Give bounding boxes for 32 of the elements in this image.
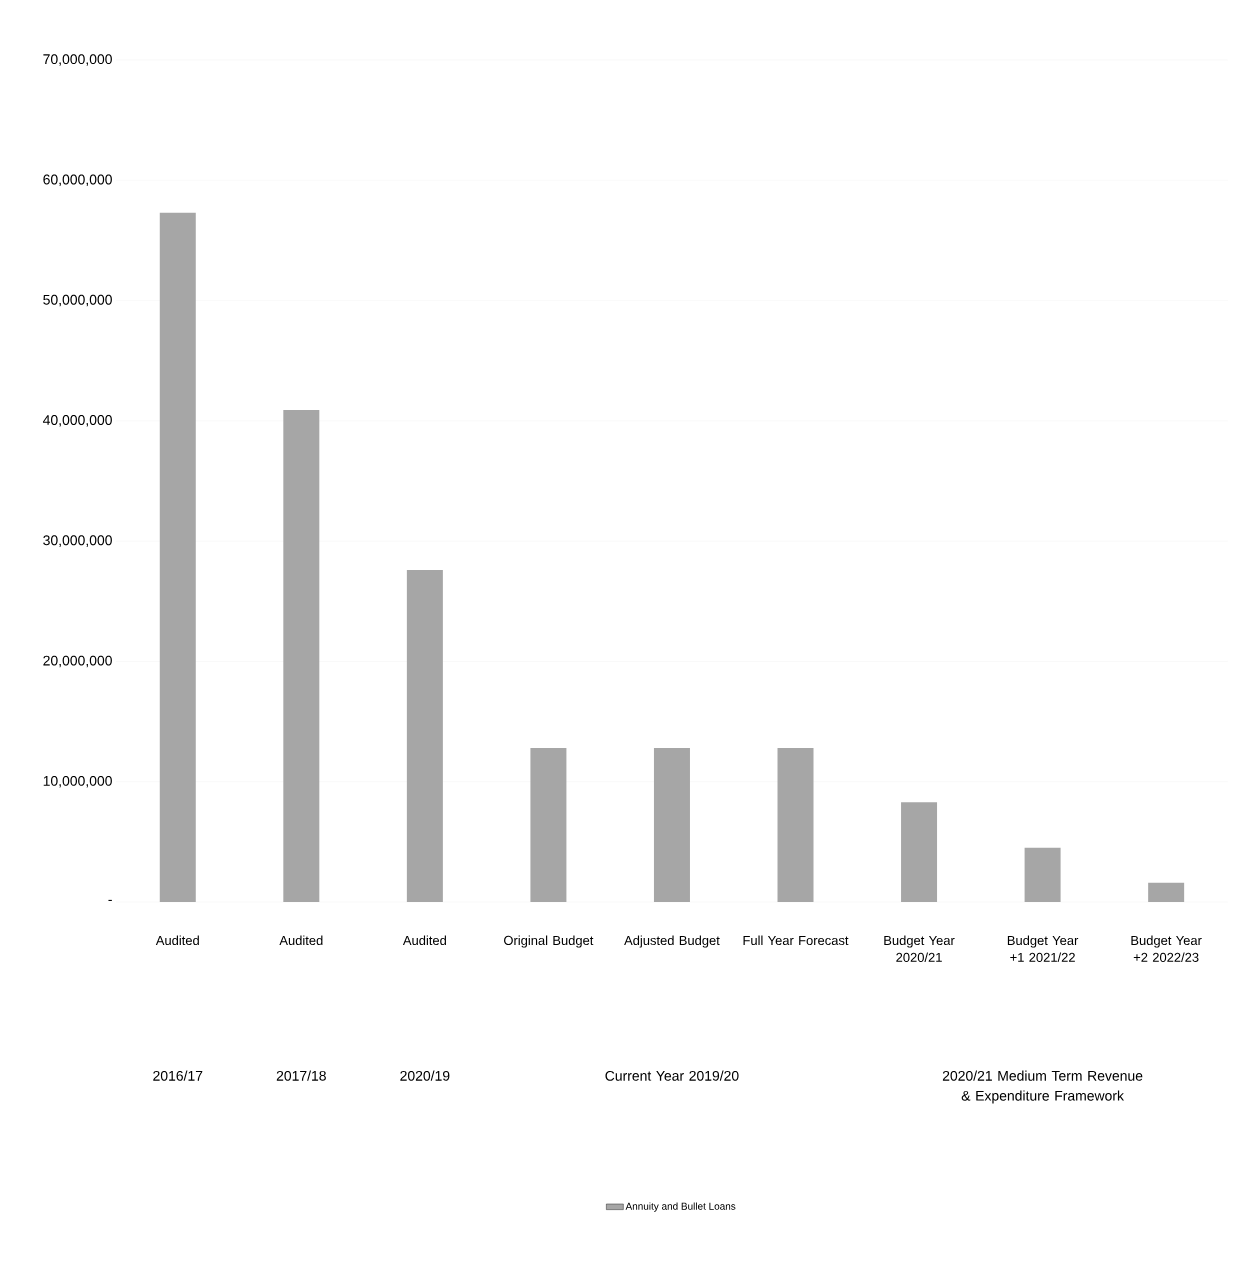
x-tick-label: Adjusted Budget	[624, 935, 720, 948]
y-tick-label: 50,000,000	[43, 294, 112, 307]
x-tick-label: Audited	[279, 935, 323, 946]
bar	[283, 410, 320, 902]
bar	[653, 748, 690, 902]
bar	[777, 748, 814, 902]
y-tick-label: 60,000,000	[43, 174, 112, 187]
bar	[901, 802, 938, 902]
bar	[159, 212, 196, 902]
x-tick-label: Audited	[155, 935, 199, 946]
y-tick-label: -	[108, 899, 112, 901]
y-tick-label: 30,000,000	[43, 535, 112, 547]
y-tick-label: 70,000,000	[43, 54, 112, 66]
y-tick-label: 20,000,000	[43, 655, 112, 668]
text: 2017/18	[276, 1070, 326, 1081]
x-tick-label: Original Budget	[504, 935, 594, 948]
bar	[1148, 882, 1185, 902]
text: Current Year 2019/20	[605, 1070, 739, 1081]
bar	[530, 748, 567, 902]
legend-label: Annuity and Bullet Loans	[625, 1202, 736, 1212]
x-tick-label: Budget Year +2 2022/23	[1131, 935, 1202, 962]
x-tick-label: Audited	[402, 935, 446, 946]
y-tick-label: 10,000,000	[43, 775, 112, 788]
x-tick-label: Budget Year 2020/21	[884, 935, 955, 962]
x-tick-label: Full Year Forecast	[743, 935, 849, 946]
text: 2020/21 Medium Term Revenue & Expenditure Framework	[942, 1070, 1143, 1104]
y-tick-label: 40,000,000	[42, 415, 112, 427]
text: 2020/19	[400, 1070, 450, 1081]
bar	[1024, 847, 1061, 902]
x-tick-label: Budget Year +1 2021/22	[1007, 935, 1079, 962]
bar	[406, 570, 443, 902]
text: 2016/17	[153, 1070, 203, 1081]
